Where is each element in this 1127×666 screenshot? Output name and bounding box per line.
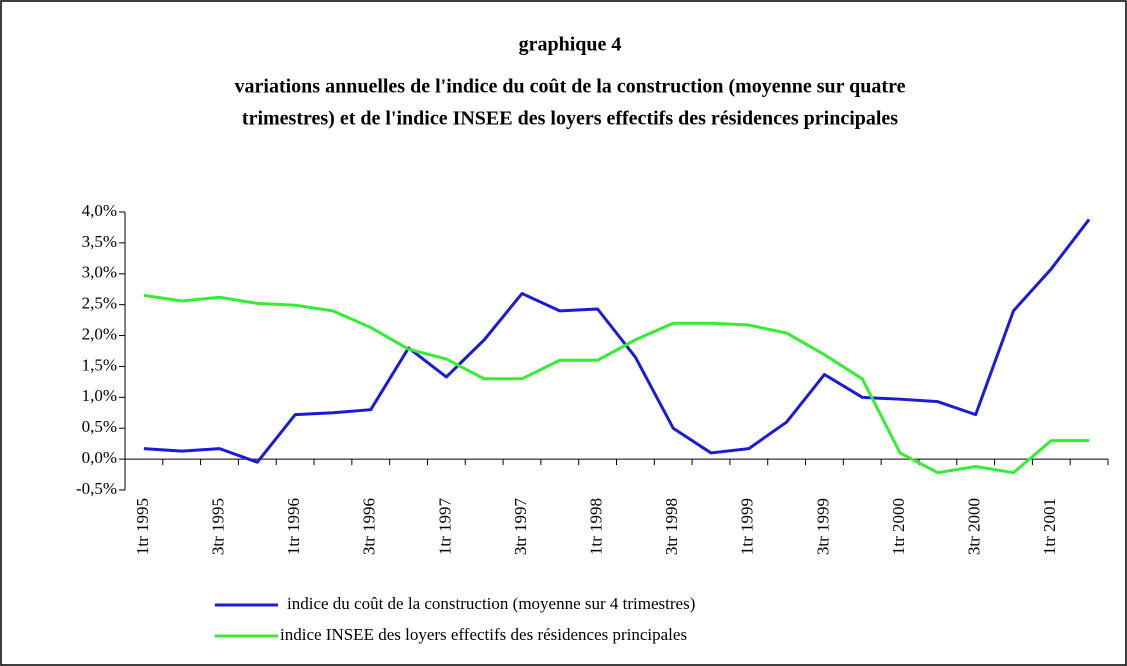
x-tick-label: 3tr 1998	[662, 498, 681, 555]
chart-subtitle: trimestres) et de l'indice INSEE des loy…	[242, 108, 898, 130]
y-tick-label: 0,5%	[82, 417, 117, 436]
legend-label: indice du coût de la construction (moyen…	[287, 594, 695, 613]
x-tick-label: 1tr 1999	[738, 498, 757, 555]
y-tick-label: 4,0%	[82, 201, 117, 220]
y-tick-label: 1,0%	[82, 386, 117, 405]
y-tick-label: 0,0%	[82, 448, 117, 467]
chart-subtitle: variations annuelles de l'indice du coût…	[235, 76, 906, 98]
y-tick-label: 3,0%	[82, 263, 117, 282]
x-tick-label: 3tr 1996	[360, 498, 379, 555]
series-line	[143, 293, 1090, 475]
y-tick-label: 2,5%	[82, 294, 117, 313]
y-tick-label: 1,5%	[82, 355, 117, 374]
x-tick-label: 3tr 1995	[208, 498, 227, 555]
y-tick-label: 2,0%	[82, 324, 117, 343]
x-tick-label: 1tr 2001	[1040, 498, 1059, 555]
x-tick-label: 1tr 2000	[889, 498, 908, 555]
x-tick-label: 1tr 1996	[284, 498, 303, 555]
x-tick-label: 3tr 1999	[813, 498, 832, 555]
x-tick-label: 1tr 1998	[587, 498, 606, 555]
legend-label: indice INSEE des loyers effectifs des ré…	[280, 625, 687, 644]
x-tick-label: 3tr 2000	[965, 498, 984, 555]
x-tick-label: 1tr 1997	[435, 498, 454, 556]
series-line	[143, 218, 1091, 464]
y-tick-label: -0,5%	[76, 479, 117, 498]
y-tick-label: 3,5%	[82, 232, 117, 251]
x-tick-label: 1tr 1995	[133, 498, 152, 555]
chart-title: graphique 4	[519, 34, 622, 56]
x-tick-label: 3tr 1997	[511, 498, 530, 556]
